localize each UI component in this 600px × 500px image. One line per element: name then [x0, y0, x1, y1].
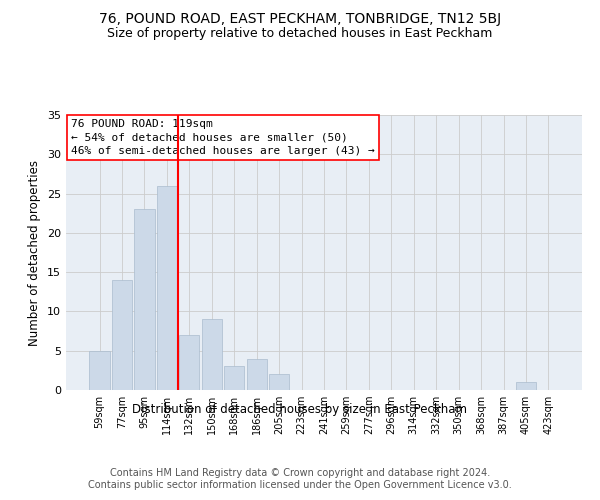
Text: Distribution of detached houses by size in East Peckham: Distribution of detached houses by size …: [133, 402, 467, 415]
Bar: [224, 366, 244, 390]
Bar: [179, 335, 199, 390]
Bar: [112, 280, 132, 390]
Y-axis label: Number of detached properties: Number of detached properties: [28, 160, 41, 346]
Bar: [89, 350, 110, 390]
Bar: [247, 358, 267, 390]
Bar: [269, 374, 289, 390]
Text: Size of property relative to detached houses in East Peckham: Size of property relative to detached ho…: [107, 28, 493, 40]
Bar: [516, 382, 536, 390]
Text: 76 POUND ROAD: 119sqm
← 54% of detached houses are smaller (50)
46% of semi-deta: 76 POUND ROAD: 119sqm ← 54% of detached …: [71, 119, 375, 156]
Text: 76, POUND ROAD, EAST PECKHAM, TONBRIDGE, TN12 5BJ: 76, POUND ROAD, EAST PECKHAM, TONBRIDGE,…: [99, 12, 501, 26]
Bar: [134, 210, 155, 390]
Text: Contains HM Land Registry data © Crown copyright and database right 2024.
Contai: Contains HM Land Registry data © Crown c…: [88, 468, 512, 490]
Bar: [157, 186, 177, 390]
Bar: [202, 320, 222, 390]
